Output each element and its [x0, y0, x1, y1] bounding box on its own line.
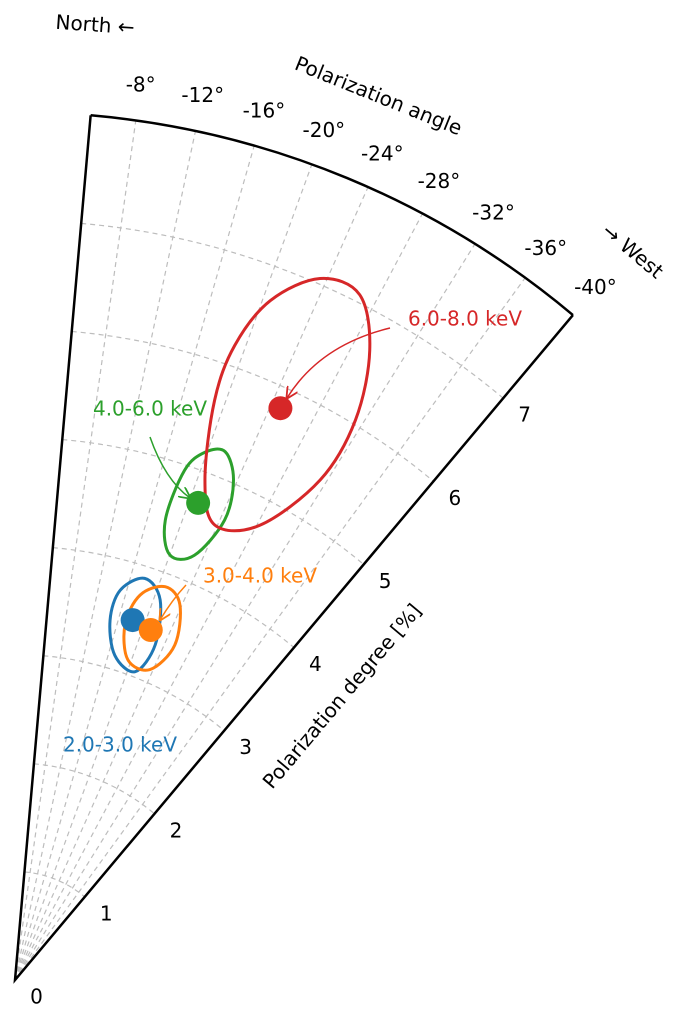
y-tick-label: 5 [379, 569, 392, 593]
x-tick-label: -24° [361, 142, 404, 166]
data-point [138, 617, 163, 642]
grid-line [14, 120, 137, 981]
x-tick-label: -28° [418, 169, 461, 193]
legend-label: 3.0-4.0 keV [203, 564, 317, 588]
annotation-arrow [149, 436, 190, 498]
y-tick-label: 7 [518, 403, 531, 427]
grid-line [14, 243, 476, 981]
x-tick-label: -12° [181, 83, 224, 107]
y-tick-label: 1 [100, 901, 113, 925]
plot-frame [13, 114, 574, 984]
grid-line [14, 213, 424, 981]
y-tick-label: 0 [30, 984, 43, 1008]
legend-label: 2.0-3.0 keV [63, 733, 177, 757]
y-tick-label: 4 [309, 652, 322, 676]
x-tick-label: -8° [126, 72, 156, 96]
x-tick-label: -20° [303, 118, 346, 142]
contour [162, 447, 235, 561]
y-tick-label: 2 [170, 818, 183, 842]
grid-line [33, 763, 155, 815]
contour [122, 584, 182, 672]
grid-line [71, 330, 434, 482]
grid-line [62, 438, 365, 565]
x-tick-label: -16° [243, 98, 286, 122]
grid-line [14, 186, 369, 981]
data-point [120, 608, 145, 633]
grid-line [14, 164, 313, 981]
y-tick-label: 3 [239, 735, 252, 759]
data-point [186, 490, 211, 515]
north-label: North ← [55, 10, 136, 39]
west-label: → West [598, 218, 669, 283]
x-tick-label: -36° [524, 236, 567, 260]
contour [108, 576, 163, 674]
legend-label: 4.0-6.0 keV [93, 397, 207, 421]
x-tick-label: -40° [574, 275, 617, 299]
legend-label: 6.0-8.0 keV [408, 307, 522, 331]
grid-line [14, 145, 255, 981]
y-axis-label: Polarization degree [%] [258, 599, 427, 793]
grid-line [14, 130, 197, 981]
annotation-arrow [287, 327, 391, 398]
grid-line [43, 655, 225, 732]
x-tick-label: -32° [472, 201, 515, 225]
data-point [268, 396, 293, 421]
contour [203, 276, 372, 533]
grid-line [24, 871, 86, 898]
y-tick-label: 6 [449, 486, 462, 510]
grid-line [14, 277, 526, 981]
annotation-arrow [160, 584, 187, 620]
plot-area: 0 1 2 3 4 5 6 7 -8° -12° -16° -20° -24° -28° -32° -36°-… [13, 72, 617, 1008]
